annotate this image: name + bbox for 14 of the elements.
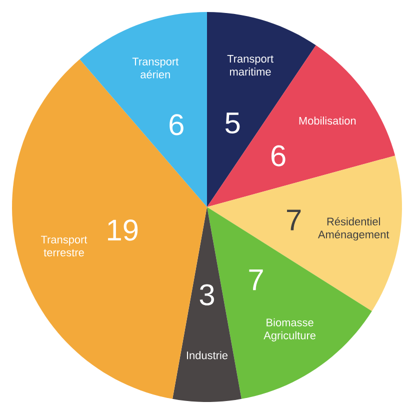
slice-label: Transport aérien bbox=[132, 58, 179, 78]
data-label: 5 bbox=[225, 112, 240, 134]
slice-label: Mobilisation bbox=[299, 116, 356, 125]
slice-label: Transport maritime bbox=[227, 55, 274, 76]
data-label: 7 bbox=[287, 210, 301, 230]
slice-label: Industrie bbox=[186, 351, 228, 360]
slice-label: Résidentiel Aménagement bbox=[318, 217, 390, 241]
data-label: 6 bbox=[170, 114, 184, 136]
slice-label: Biomasse Agriculture bbox=[264, 318, 316, 342]
data-label: 3 bbox=[200, 284, 214, 306]
data-label: 19 bbox=[108, 220, 138, 241]
slice-label: Transport terrestre bbox=[41, 236, 88, 256]
data-label: 6 bbox=[272, 145, 286, 166]
data-label: 7 bbox=[249, 270, 263, 290]
